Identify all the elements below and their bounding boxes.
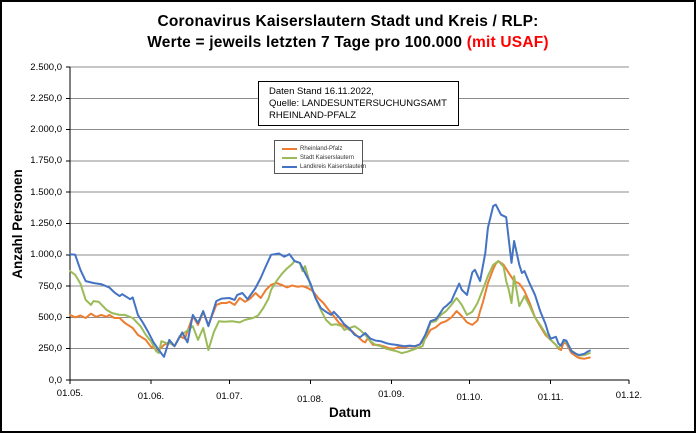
y-tick-label: 2.500,0 xyxy=(30,61,62,73)
legend-item: Stadt Kaiserslautern xyxy=(282,153,362,162)
annotation-box: Daten Stand 16.11.2022, Quelle: LANDESUN… xyxy=(258,81,459,126)
x-tick-label: 01.10. xyxy=(456,392,483,403)
chart-title: Coronavirus Kaiserslautern Stadt und Kre… xyxy=(2,11,694,53)
x-tick-label: 01.11. xyxy=(537,392,564,403)
y-tick-label: 250,0 xyxy=(38,343,62,355)
chart-title-line1: Coronavirus Kaiserslautern Stadt und Kre… xyxy=(157,13,539,30)
legend-item: Landkreis Kaiserslautern xyxy=(282,162,366,171)
legend-swatch-icon xyxy=(282,165,297,168)
series-line-landkreis-kaiserslautern xyxy=(69,203,591,358)
y-tick-label: 1.250,0 xyxy=(30,218,62,229)
y-tick-label: 2.000,0 xyxy=(30,124,62,136)
x-tick-label: 01.07. xyxy=(216,391,243,402)
legend: Rheinland-Pfalz Stadt Kaiserslautern Landk… xyxy=(274,140,366,174)
annotation-line-1: Daten Stand 16.11.2022, xyxy=(269,86,374,97)
x-tick-label: 01.12. xyxy=(615,390,643,401)
legend-label: Rheinland-Pfalz xyxy=(300,145,343,152)
chart-title-line2-red: (mit USAF) xyxy=(466,34,549,51)
y-tick-label: 750,0 xyxy=(38,280,62,292)
legend-swatch-icon xyxy=(282,147,297,150)
chart-title-line2-black: Werte = jeweils letzten 7 Tage pro 100.0… xyxy=(147,34,467,51)
y-tick-label: 500,0 xyxy=(38,311,62,323)
x-tick-label: 01.09. xyxy=(378,389,405,400)
legend-label: Landkreis Kaiserslautern xyxy=(300,163,367,170)
x-tick-label: 01.06. xyxy=(137,391,165,402)
chart-title-line2: Werte = jeweils letzten 7 Tage pro 100.0… xyxy=(2,32,694,53)
x-tick-label: 01.05. xyxy=(56,388,84,399)
annotation-line-3: RHEINLAND-PFALZ xyxy=(269,110,357,121)
y-tick-label: 1.750,0 xyxy=(30,155,62,167)
series-line-rheinland-pfalz xyxy=(69,260,591,360)
legend-swatch-icon xyxy=(282,156,297,159)
annotation-line-2: Quelle: LANDESUNTERSUCHUNGSAMT xyxy=(269,98,447,109)
y-tick-label: 0,0 xyxy=(48,374,62,386)
legend-item: Rheinland-Pfalz xyxy=(282,144,362,153)
x-axis-title: Datum xyxy=(328,405,371,420)
y-tick-label: 1.000,0 xyxy=(30,249,62,261)
legend-label: Stadt Kaiserslautern xyxy=(300,154,355,161)
y-tick-label: 1.500,0 xyxy=(30,186,62,198)
x-tick-label: 01.08. xyxy=(297,394,324,405)
series-line-stadt-kaiserslautern xyxy=(69,260,591,357)
y-tick-label: 2.250,0 xyxy=(30,92,62,104)
